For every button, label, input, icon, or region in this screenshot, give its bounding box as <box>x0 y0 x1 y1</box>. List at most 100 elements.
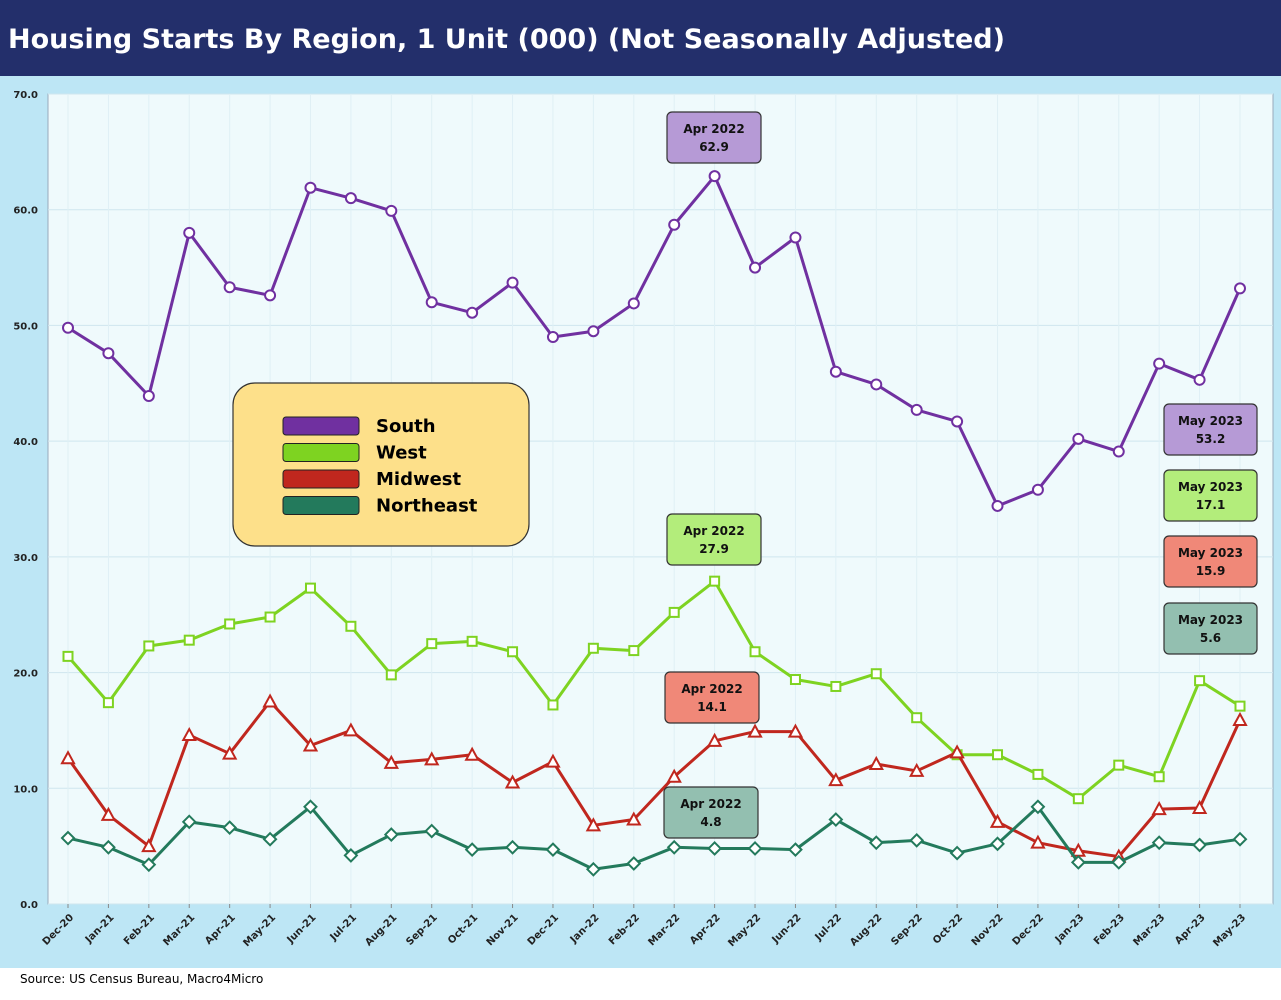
legend-label-midwest: Midwest <box>376 469 462 490</box>
x-tick-label: Dec-21 <box>526 912 561 947</box>
annotation-box <box>666 111 762 164</box>
west-point <box>385 669 397 681</box>
west-point <box>1194 675 1206 687</box>
midwest-point <box>60 750 76 765</box>
y-tick-label: 0.0 <box>20 900 38 911</box>
x-tick-label: Oct-22 <box>931 912 965 946</box>
annotation-box <box>663 786 759 839</box>
legend-swatch-south <box>282 416 360 436</box>
midwest-point <box>1191 799 1208 814</box>
west-point <box>143 640 155 652</box>
south-point <box>910 403 923 416</box>
series-midwest <box>60 693 1248 863</box>
west-point <box>1032 768 1044 780</box>
y-tick-label: 70.0 <box>13 90 38 101</box>
west-point <box>830 680 842 692</box>
northeast-point <box>505 839 520 855</box>
northeast-point <box>788 842 803 858</box>
west-point <box>628 645 640 657</box>
midwest-point <box>221 745 238 760</box>
midwest-point <box>585 817 602 832</box>
grid <box>48 93 1273 905</box>
series-west <box>62 575 1246 805</box>
midwest-point <box>989 813 1006 828</box>
annotation-south: May 2023 53.2 <box>1163 403 1258 456</box>
series-south <box>62 170 1246 512</box>
x-tick-label: Jul-21 <box>328 912 359 943</box>
west-point <box>345 620 357 632</box>
y-tick-label: 50.0 <box>13 321 38 332</box>
midwest-point <box>787 723 804 738</box>
northeast-point <box>666 839 682 855</box>
x-tick-label: Aug-21 <box>363 912 399 948</box>
y-tick-label: 30.0 <box>13 553 38 564</box>
northeast-point <box>343 847 359 863</box>
x-tick-label: Mar-23 <box>1131 912 1167 948</box>
west-point <box>62 650 74 662</box>
midwest-point <box>949 744 965 759</box>
south-point <box>1234 282 1246 295</box>
annotation-label: May 2023 <box>1178 414 1243 428</box>
west-point <box>1153 771 1165 783</box>
x-tick-label: Sep-22 <box>889 912 925 948</box>
northeast-point <box>303 799 318 815</box>
northeast-point <box>1151 835 1167 851</box>
midwest-point <box>343 722 359 737</box>
x-tick-label: Nov-21 <box>485 912 521 948</box>
annotation-label: Apr 2022 <box>683 122 744 136</box>
annotation-box <box>664 671 760 724</box>
x-tick-label: Dec-22 <box>1011 912 1046 947</box>
south-point <box>829 365 842 378</box>
south-point <box>223 281 236 294</box>
annotation-value: 14.1 <box>697 700 727 714</box>
annotation-midwest: May 2023 15.9 <box>1163 535 1258 588</box>
northeast-point <box>424 823 440 839</box>
x-tick-label: May-22 <box>726 912 763 949</box>
south-point <box>870 378 883 391</box>
west-point <box>426 638 438 650</box>
x-tick-label: Nov-22 <box>970 912 1006 948</box>
annotation-box <box>1163 602 1258 655</box>
annotation-label: Apr 2022 <box>681 682 742 696</box>
annotation-value: 15.9 <box>1196 564 1226 578</box>
x-tick-label: Feb-23 <box>1092 912 1127 947</box>
annotation-south: Apr 2022 62.9 <box>666 111 762 164</box>
annotation-box <box>1163 535 1258 588</box>
northeast-point <box>262 831 278 847</box>
x-tick-label: Aug-22 <box>848 912 884 948</box>
south-point <box>506 276 519 289</box>
annotation-value: 4.8 <box>700 815 721 829</box>
south-point <box>425 296 438 309</box>
west-point <box>911 712 923 724</box>
midwest-point <box>1232 711 1248 727</box>
midwest-point <box>504 774 521 789</box>
annotation-northeast: Apr 2022 4.8 <box>663 786 759 839</box>
south-point <box>1072 432 1085 445</box>
x-tick-label: Jan-23 <box>1053 912 1087 946</box>
south-point <box>1193 373 1206 386</box>
x-tick-label: May-23 <box>1211 912 1248 949</box>
northeast-point <box>141 857 157 873</box>
south-point <box>951 415 964 428</box>
legend-label-south: South <box>376 416 436 437</box>
northeast-point <box>1232 831 1248 847</box>
south-point <box>1112 445 1125 458</box>
midwest-point <box>868 755 884 770</box>
west-point <box>102 697 114 709</box>
midwest-point <box>383 754 399 769</box>
legend-swatch-west <box>282 443 360 462</box>
legend-label-northeast: Northeast <box>376 496 478 517</box>
west-point <box>264 611 276 623</box>
midwest-point <box>828 772 844 787</box>
south-point <box>587 325 600 338</box>
annotation-northeast: May 2023 5.6 <box>1163 602 1258 655</box>
west-point <box>668 606 680 618</box>
northeast-point <box>626 856 642 871</box>
y-tick-label: 40.0 <box>13 437 38 448</box>
west-point <box>1113 759 1125 771</box>
x-tick-label: Jan-22 <box>568 912 602 946</box>
west-point <box>992 749 1004 761</box>
legend-label-west: West <box>376 443 427 464</box>
x-tick-label: Jun-21 <box>285 912 319 946</box>
annotation-value: 27.9 <box>699 542 729 556</box>
